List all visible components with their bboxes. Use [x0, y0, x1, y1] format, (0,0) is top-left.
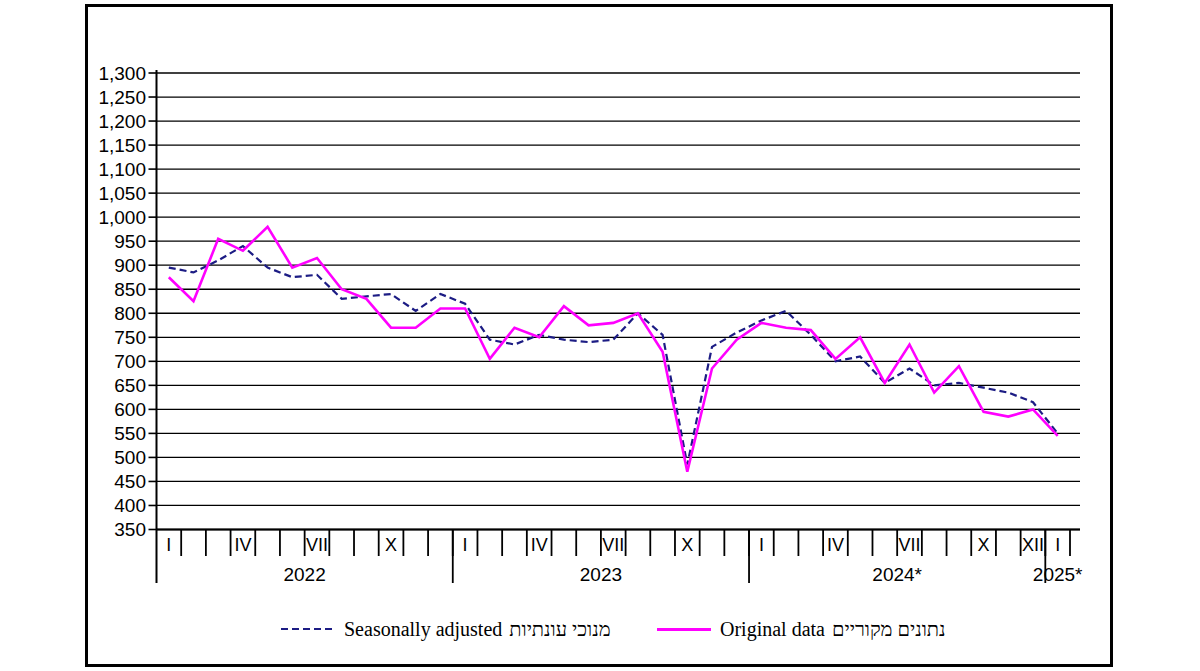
y-axis-labels: 350 400 450 500 550 600 650 700 750 800 850 900 950 1… — [98, 63, 146, 541]
y-tick-label: 550 — [114, 423, 146, 444]
month-label: I — [1055, 535, 1060, 555]
legend-item-seasonally-adjusted: Seasonally adjusted מנוכי עונתיות — [281, 616, 611, 642]
month-labels: I IV VII X I IV VII X I IV VII X XII I — [166, 535, 1060, 555]
y-tick-label: 450 — [114, 471, 146, 492]
year-label: 2022 — [283, 564, 325, 585]
month-label: X — [681, 535, 693, 555]
month-label: I — [166, 535, 171, 555]
y-tick-label: 1,100 — [98, 159, 146, 180]
legend-label-original-data: Original data — [720, 618, 825, 641]
month-label: X — [385, 535, 397, 555]
chart-page: 350 400 450 500 550 600 650 700 750 800 850 900 950 1… — [0, 0, 1200, 671]
year-label: 2025* — [1033, 564, 1083, 585]
month-label: XII — [1022, 535, 1044, 555]
month-label: IV — [234, 535, 251, 555]
month-label: VII — [899, 535, 921, 555]
month-label: I — [463, 535, 468, 555]
y-tick-label: 1,300 — [98, 63, 146, 84]
month-label: VII — [602, 535, 624, 555]
y-tick-label: 500 — [114, 447, 146, 468]
y-tick-label: 900 — [114, 255, 146, 276]
y-tick-label: 350 — [114, 519, 146, 540]
month-label: IV — [827, 535, 844, 555]
legend-label-seasonally-adjusted-hebrew: מנוכי עונתיות — [509, 618, 610, 641]
y-tick-label: 700 — [114, 351, 146, 372]
y-tick-label: 800 — [114, 303, 146, 324]
y-tick-label: 950 — [114, 231, 146, 252]
solid-line-swatch-icon — [657, 628, 711, 631]
year-label: 2024* — [872, 564, 922, 585]
month-label: IV — [531, 535, 548, 555]
dashed-line-swatch-icon — [281, 628, 335, 630]
year-label: 2023 — [580, 564, 622, 585]
line-chart: 350 400 450 500 550 600 650 700 750 800 850 900 950 1… — [0, 0, 1200, 671]
y-tick-label: 650 — [114, 375, 146, 396]
y-tick-label: 750 — [114, 327, 146, 348]
y-tick-label: 1,000 — [98, 207, 146, 228]
month-label: VII — [306, 535, 328, 555]
y-tick-label: 1,250 — [98, 87, 146, 108]
y-tick-label: 1,200 — [98, 111, 146, 132]
series-line-seasonally-adjusted — [169, 246, 1058, 465]
year-labels: 2022 2023 2024* 2025* — [283, 564, 1083, 585]
y-tick-label: 1,050 — [98, 183, 146, 204]
month-label: I — [759, 535, 764, 555]
legend-item-original-data: Original data נתונים מקוריים — [657, 616, 945, 642]
gridlines — [149, 73, 1081, 530]
y-tick-label: 600 — [114, 399, 146, 420]
legend-label-seasonally-adjusted: Seasonally adjusted — [344, 618, 502, 641]
legend-label-original-data-hebrew: נתונים מקוריים — [832, 618, 946, 641]
y-tick-label: 400 — [114, 495, 146, 516]
y-tick-label: 850 — [114, 279, 146, 300]
y-tick-label: 1,150 — [98, 135, 146, 156]
series-line-original-data — [169, 227, 1058, 472]
month-label: X — [978, 535, 990, 555]
